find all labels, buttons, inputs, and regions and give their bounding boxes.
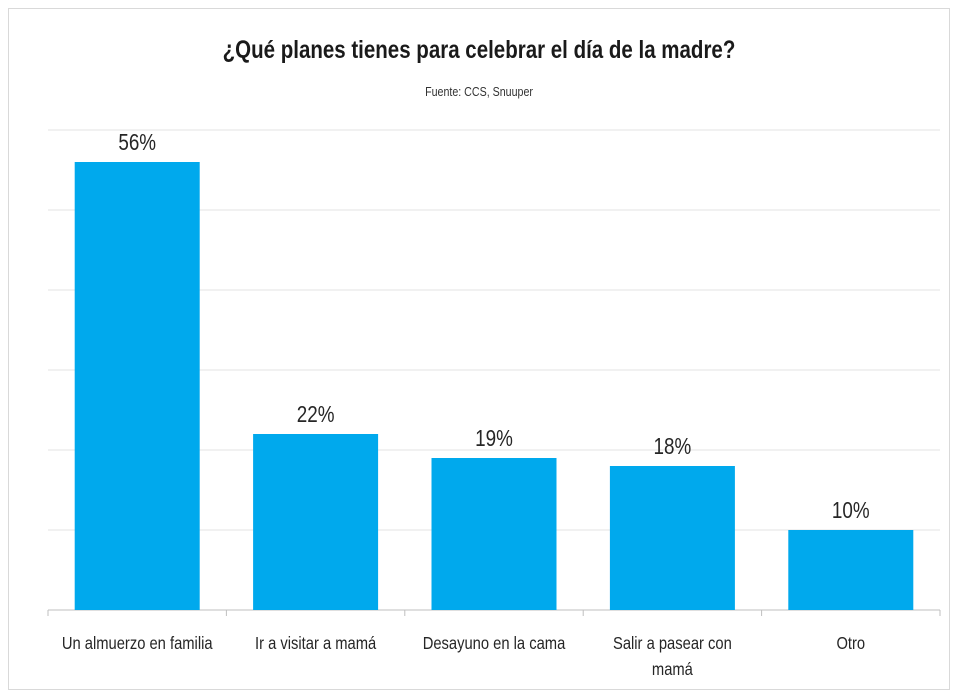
bar xyxy=(431,458,557,610)
x-tick-label: Desayuno en la cama xyxy=(423,634,566,654)
bar xyxy=(253,434,379,610)
data-label: 22% xyxy=(297,402,335,427)
x-tick-label: Un almuerzo en familia xyxy=(62,634,214,654)
chart-subtitle: Fuente: CCS, Snuuper xyxy=(425,84,533,99)
data-label: 18% xyxy=(654,434,692,459)
chart-title: ¿Qué planes tienes para celebrar el día … xyxy=(222,36,736,64)
bar xyxy=(788,530,914,610)
data-label: 19% xyxy=(475,426,513,451)
x-tick-label: Ir a visitar a mamá xyxy=(255,634,377,654)
x-tick-label: mamá xyxy=(652,660,694,680)
x-tick-label: Salir a pasear con xyxy=(613,634,732,654)
data-label: 10% xyxy=(832,498,870,523)
bar xyxy=(74,162,200,610)
x-tick-label: Otro xyxy=(836,634,865,654)
data-label: 56% xyxy=(118,130,156,155)
bar xyxy=(609,466,735,610)
